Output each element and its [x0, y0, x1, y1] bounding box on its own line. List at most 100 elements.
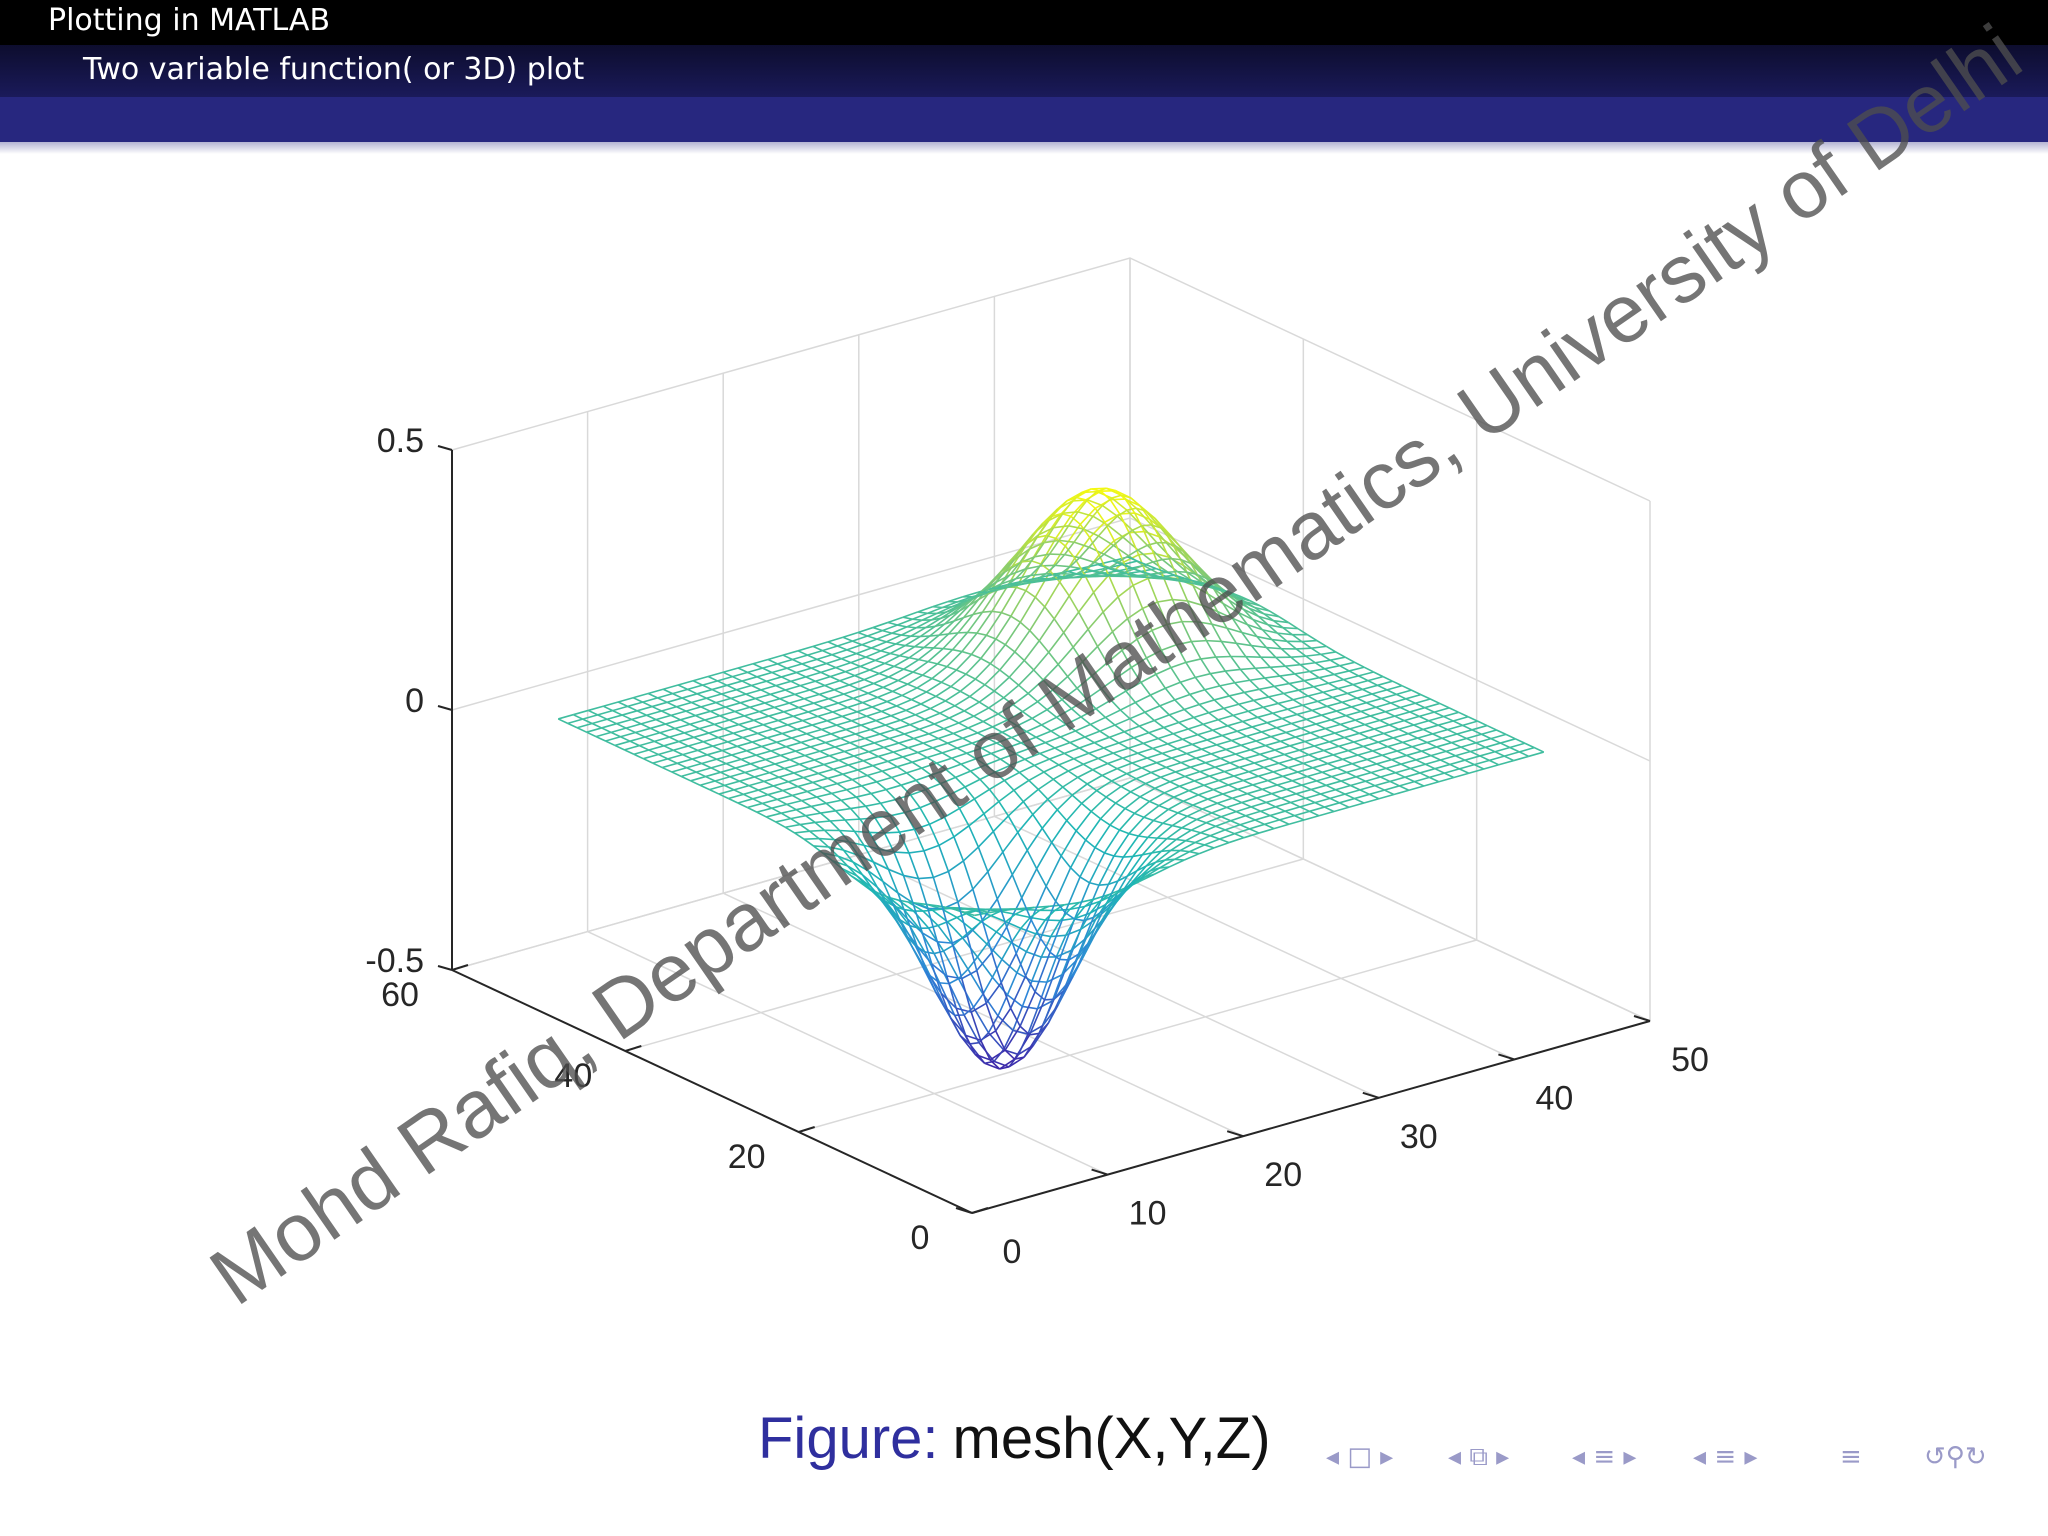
mesh-line — [1152, 747, 1163, 755]
mesh-line — [913, 733, 930, 740]
mesh-line — [1121, 638, 1138, 652]
mesh-line — [934, 717, 950, 725]
mesh-line — [921, 932, 933, 965]
subsection-nav-icon[interactable]: ◂ ⧉ ▸ — [1448, 1442, 1510, 1472]
mesh-line — [1468, 768, 1485, 775]
mesh-line — [970, 770, 981, 780]
mesh-line — [781, 728, 798, 735]
mesh-line — [1443, 715, 1454, 722]
mesh-line — [1470, 746, 1486, 753]
mesh-line — [961, 632, 978, 653]
mesh-line — [1023, 640, 1040, 661]
frame-nav-icon[interactable]: ◂ □ ▸ — [1326, 1442, 1394, 1472]
mesh-line — [782, 785, 799, 792]
mesh-line — [1355, 776, 1366, 782]
mesh-line — [1057, 663, 1069, 678]
mesh-line — [942, 908, 954, 944]
mesh-line — [1163, 721, 1180, 729]
mesh-line — [1486, 724, 1497, 731]
align-icon[interactable]: ≡ — [1840, 1442, 1862, 1472]
mesh-line — [816, 792, 832, 798]
mesh-line — [1404, 772, 1421, 778]
mesh-line — [1118, 513, 1130, 534]
mesh-line — [852, 692, 869, 700]
mesh-line — [1302, 700, 1318, 707]
x-tick — [1226, 1130, 1244, 1138]
mesh-line — [610, 727, 627, 734]
mesh-line — [948, 632, 959, 635]
mesh-line — [1016, 717, 1033, 727]
mesh-line — [748, 723, 764, 730]
mesh-line — [1122, 752, 1138, 759]
mesh-line — [822, 649, 833, 656]
mesh-line — [627, 705, 638, 712]
mesh-line — [1297, 767, 1313, 773]
section-nav-icon[interactable]: ◂ ≡ ▸ — [1572, 1442, 1637, 1472]
mesh-line — [908, 742, 924, 749]
mesh-line — [1046, 956, 1058, 983]
mesh-line — [640, 723, 651, 730]
mesh-line — [956, 669, 967, 675]
mesh-line — [979, 1039, 991, 1061]
mesh-line — [963, 1006, 975, 1016]
mesh-line — [1282, 775, 1293, 782]
mesh-line — [838, 759, 849, 766]
mesh-line — [1189, 850, 1200, 855]
slide-nav-icon[interactable]: ◂ ≡ ▸ — [1693, 1442, 1758, 1472]
mesh-line — [708, 728, 725, 734]
mesh-line — [775, 680, 792, 687]
section-title[interactable]: Plotting in MATLAB — [48, 3, 331, 38]
mesh-line — [1017, 582, 1027, 586]
mesh-line — [1189, 844, 1205, 853]
mesh-line — [815, 733, 832, 739]
mesh-line — [937, 941, 953, 944]
mesh-line — [800, 821, 816, 826]
mesh-line — [1131, 567, 1142, 573]
mesh-line — [1241, 797, 1257, 804]
mesh-line — [886, 700, 897, 707]
mesh-line — [1187, 728, 1199, 736]
mesh-line — [1069, 557, 1081, 568]
mesh-line — [1425, 759, 1441, 766]
mesh-line — [941, 747, 958, 754]
mesh-line — [902, 611, 919, 618]
mesh-line — [1118, 742, 1129, 749]
mesh-line — [908, 852, 920, 879]
mesh-line — [1200, 658, 1212, 675]
mesh-line — [763, 719, 779, 726]
mesh-line — [1186, 752, 1197, 759]
z-tick-label: 0 — [405, 682, 424, 720]
mesh-line — [898, 831, 910, 854]
mesh-line — [658, 749, 674, 756]
mesh-line — [961, 969, 978, 980]
mesh-line — [1240, 740, 1257, 747]
mesh-line — [1179, 841, 1196, 852]
mesh-line — [898, 742, 909, 749]
mesh-line — [1150, 687, 1166, 696]
mesh-line — [933, 953, 950, 984]
mesh-line — [1348, 802, 1365, 809]
mesh-line — [724, 784, 735, 791]
mesh-line — [1128, 742, 1144, 749]
subsection-title[interactable]: Two variable function( or 3D) plot — [83, 52, 585, 87]
mesh-line — [1167, 570, 1178, 574]
mesh-line — [984, 669, 1001, 686]
mesh-line — [1152, 808, 1169, 822]
mesh-line — [918, 658, 929, 663]
mesh-line — [1279, 819, 1290, 826]
mesh-line — [1356, 697, 1367, 704]
search-zoom-icon[interactable]: ↺⚲↻ — [1924, 1442, 1987, 1472]
mesh-line — [1015, 953, 1027, 977]
mesh-line — [1131, 757, 1148, 764]
mesh-line — [1128, 832, 1139, 837]
mesh-line — [856, 652, 867, 658]
mesh-line — [1060, 566, 1071, 575]
mesh-line — [901, 687, 918, 697]
mesh-line — [1020, 574, 1032, 583]
mesh-line — [1083, 528, 1099, 537]
mesh-line — [573, 709, 589, 716]
mesh-line — [1092, 570, 1102, 575]
mesh-line — [1240, 744, 1251, 751]
mesh-line — [794, 832, 805, 840]
mesh-line — [1107, 856, 1125, 885]
